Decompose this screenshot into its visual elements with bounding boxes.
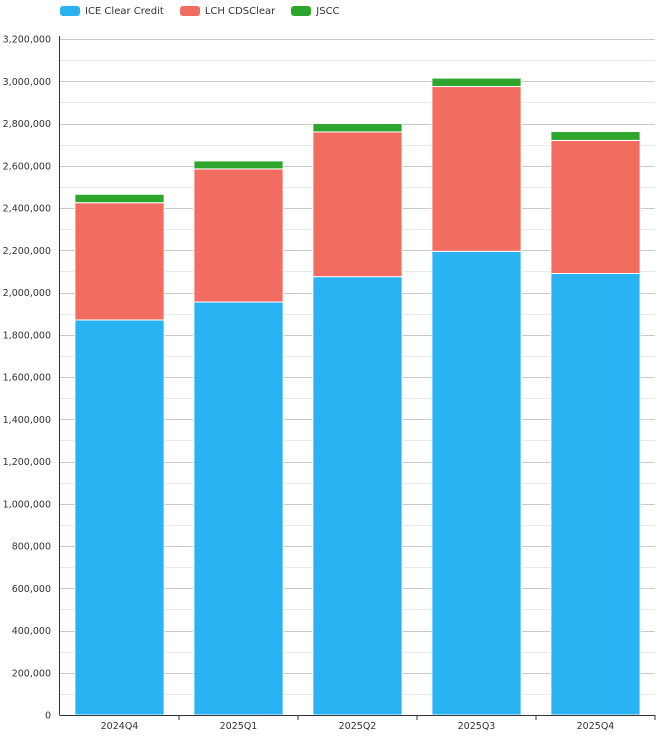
bar-segment-2025Q3-0 — [431, 250, 522, 716]
legend-label-ice: ICE Clear Credit — [85, 5, 164, 17]
bar-segment-2025Q2-0 — [312, 276, 403, 716]
y-tick-label: 1,800,000 — [3, 330, 51, 341]
legend-label-jscc: JSCC — [316, 5, 340, 17]
y-tick-label: 1,400,000 — [3, 415, 51, 426]
legend-swatch-lch — [179, 6, 200, 16]
y-tick-label: 3,000,000 — [3, 77, 51, 88]
bar-segment-2025Q1-0 — [193, 301, 284, 716]
y-tick-label: 1,000,000 — [3, 499, 51, 510]
x-tick-label: 2025Q4 — [577, 721, 615, 732]
y-tick-label: 600,000 — [12, 584, 51, 595]
legend-label-lch: LCH CDSClear — [204, 5, 276, 17]
bar-segment-2025Q2-1 — [312, 131, 403, 278]
y-tick-label: 800,000 — [12, 542, 51, 553]
x-tick-label: 2025Q3 — [458, 721, 496, 732]
bar-segment-2024Q4-2 — [74, 193, 165, 204]
bar-segment-2024Q4-1 — [74, 202, 165, 321]
bar-segment-2025Q1-1 — [193, 168, 284, 303]
bar-segment-2025Q2-2 — [312, 123, 403, 133]
legend-swatch-jscc — [291, 6, 312, 16]
y-tick-label: 1,200,000 — [3, 457, 51, 468]
y-tick-label: 0 — [45, 711, 51, 722]
legend-item-lch[interactable]: LCH CDSClear — [179, 5, 276, 17]
y-tick-label: 2,000,000 — [3, 288, 51, 299]
legend-swatch-ice — [60, 6, 80, 16]
y-tick-label: 2,800,000 — [3, 119, 51, 130]
x-tick-label: 2025Q1 — [220, 721, 258, 732]
y-tick-label: 1,600,000 — [3, 373, 51, 384]
x-tick-label: 2025Q2 — [339, 721, 377, 732]
bar-segment-2024Q4-0 — [74, 319, 165, 716]
bar-segment-2025Q3-2 — [431, 77, 522, 88]
y-tick-label: 2,200,000 — [3, 246, 51, 257]
legend-item-ice[interactable]: ICE Clear Credit — [60, 6, 164, 17]
bar-segment-2025Q3-1 — [431, 86, 522, 252]
bar-segment-2025Q4-2 — [550, 131, 641, 141]
legend-item-jscc[interactable]: JSCC — [291, 5, 340, 17]
y-tick-label: 2,400,000 — [3, 204, 51, 215]
bar-segment-2025Q1-2 — [193, 160, 284, 170]
y-tick-label: 3,200,000 — [3, 35, 51, 46]
x-tick-label: 2024Q4 — [101, 721, 139, 732]
bar-segment-2025Q4-0 — [550, 272, 641, 716]
y-tick-label: 2,600,000 — [3, 161, 51, 172]
y-tick-label: 400,000 — [12, 626, 51, 637]
chart-legend: ICE Clear Credit LCH CDSClear JSCC — [60, 4, 340, 18]
bar-segment-2025Q4-1 — [550, 139, 641, 274]
y-tick-label: 200,000 — [12, 668, 51, 679]
